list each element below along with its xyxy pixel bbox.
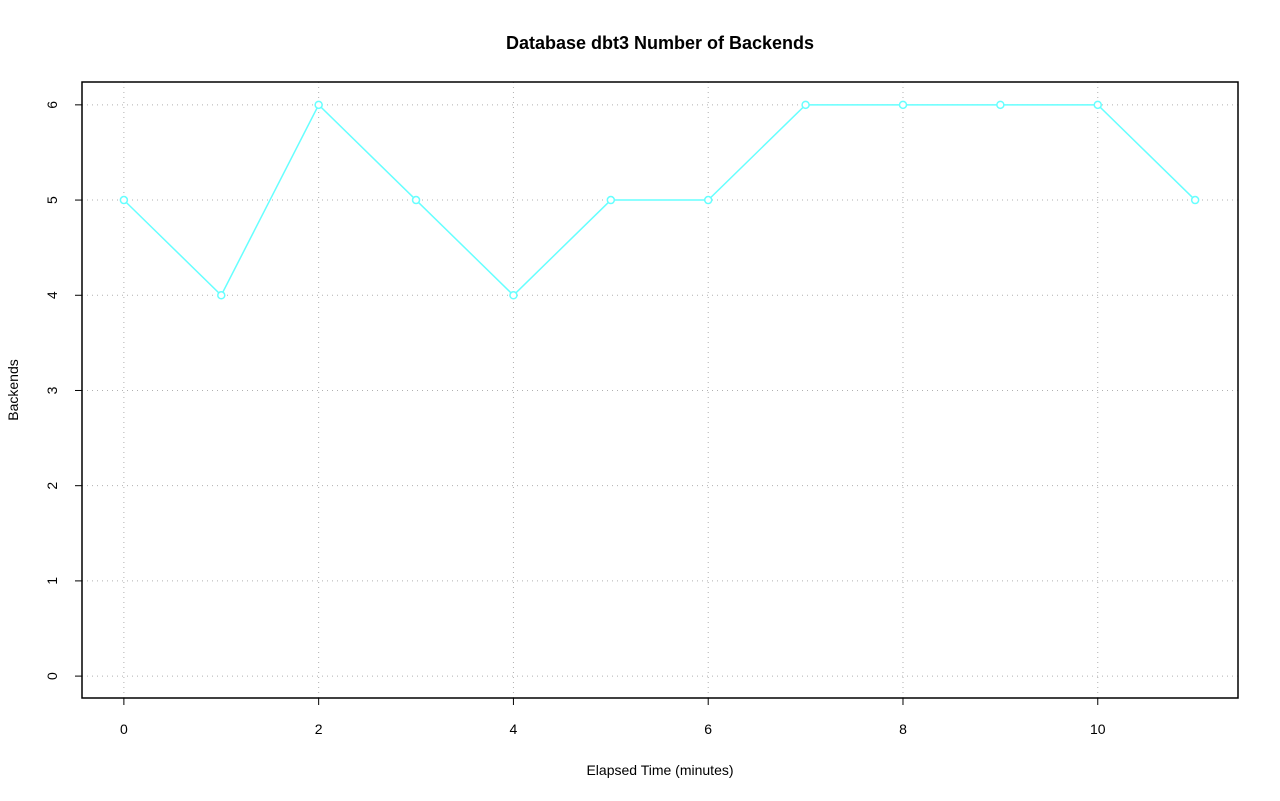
data-point bbox=[898, 100, 908, 110]
x-tick-label: 0 bbox=[120, 721, 128, 737]
data-point bbox=[314, 100, 323, 110]
data-point bbox=[411, 195, 421, 205]
plot-frame bbox=[81, 81, 1239, 699]
data-point bbox=[119, 195, 129, 205]
x-axis-label: Elapsed Time (minutes) bbox=[586, 762, 733, 778]
y-tick-label: 3 bbox=[44, 386, 60, 394]
data-line bbox=[123, 103, 1196, 297]
x-tick-label: 10 bbox=[1090, 721, 1106, 737]
data-point bbox=[606, 195, 616, 205]
y-axis-label: Backends bbox=[5, 359, 21, 420]
x-tick-label: 4 bbox=[510, 721, 518, 737]
data-point bbox=[1093, 100, 1103, 110]
data-point bbox=[703, 195, 713, 205]
x-tick-label: 8 bbox=[899, 721, 907, 737]
y-tick-label: 0 bbox=[44, 672, 60, 680]
data-point bbox=[801, 100, 810, 110]
chart-title: Database dbt3 Number of Backends bbox=[506, 33, 814, 53]
y-tick-label: 6 bbox=[44, 101, 60, 109]
y-tick-label: 4 bbox=[44, 291, 60, 299]
data-point bbox=[509, 291, 518, 300]
data-point bbox=[1190, 195, 1200, 205]
data-point bbox=[996, 100, 1005, 110]
data-point bbox=[217, 291, 226, 300]
y-tick-label: 1 bbox=[44, 577, 60, 585]
y-tick-label: 2 bbox=[44, 482, 60, 490]
y-tick-label: 5 bbox=[44, 196, 60, 204]
x-tick-label: 6 bbox=[704, 721, 712, 737]
x-tick-label: 2 bbox=[315, 721, 323, 737]
